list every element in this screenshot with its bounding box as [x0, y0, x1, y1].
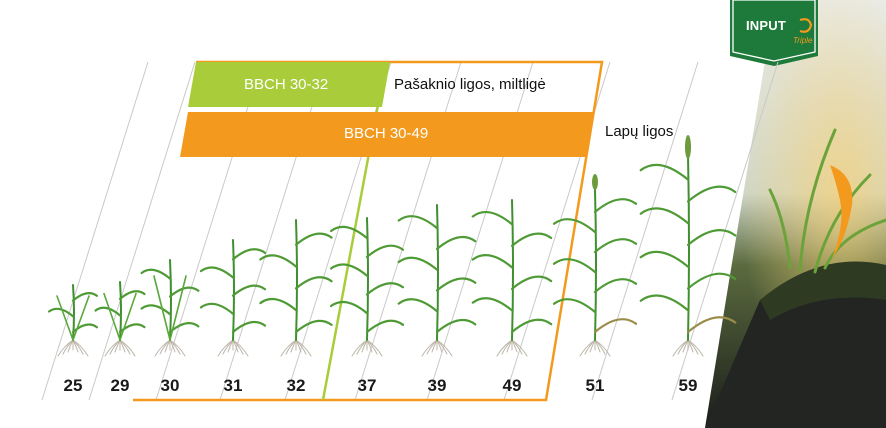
stage-number-30: 30 [160, 376, 180, 395]
stage-number-37: 37 [357, 376, 377, 395]
plant-stage-51 [552, 174, 638, 357]
stage-number-31: 31 [223, 376, 243, 395]
background-photo [705, 0, 886, 428]
plant-stage-29 [94, 281, 146, 357]
plant-stage-25 [48, 284, 98, 357]
side-label-leaf-diseases: Lapų ligos [605, 123, 674, 140]
plant-stage-49 [471, 199, 553, 357]
stage-number-25: 25 [63, 376, 83, 395]
bar-bbch-30-32 [188, 62, 390, 107]
bar-label-bbch-30-32: BBCH 30-32 [244, 76, 329, 93]
stage-separator-line [41, 61, 149, 401]
plant-stage-59 [639, 135, 737, 357]
stage-number-39: 39 [427, 376, 447, 395]
bar-bbch-30-49 [180, 112, 594, 157]
treatment-window-outline [133, 60, 604, 402]
stage-number-32: 32 [286, 376, 306, 395]
bar-label-bbch-30-49: BBCH 30-49 [344, 125, 429, 142]
brand-badge [730, 0, 818, 66]
stage-number-29: 29 [110, 376, 130, 395]
plant-stage-32 [259, 219, 333, 357]
plants [48, 135, 737, 357]
plant-stage-39 [397, 204, 477, 357]
brand-name: INPUT [746, 18, 786, 33]
plant-stage-30 [140, 259, 200, 357]
stage-number-49: 49 [502, 376, 522, 395]
brand-sub: Triple [793, 36, 813, 45]
swoosh-logo-icon [799, 18, 813, 33]
stage-number-51: 51 [585, 376, 605, 395]
side-label-root-diseases: Pašaknio ligos, miltligė [394, 76, 546, 93]
plant-stage-37 [329, 217, 405, 357]
stage-separator-line [88, 61, 196, 401]
stage-number-59: 59 [678, 376, 698, 395]
plant-stage-31 [199, 239, 267, 357]
stage-separator-line [591, 61, 699, 401]
